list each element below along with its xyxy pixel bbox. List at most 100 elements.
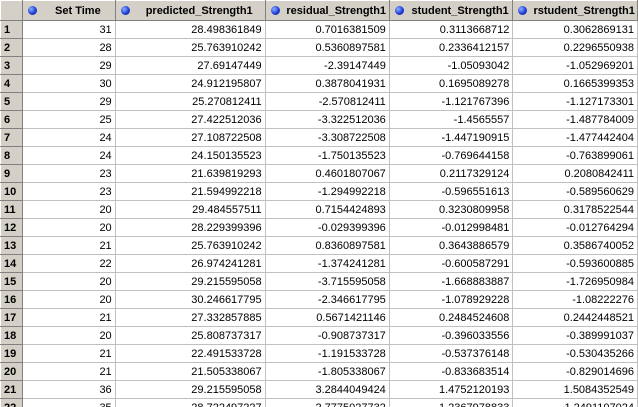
row-number[interactable]: 7: [0, 128, 24, 147]
table-cell[interactable]: 20: [22, 326, 116, 345]
table-row[interactable]: 11 20 29.484557511 0.7154424893 0.3230809958…: [0, 200, 638, 219]
table-cell[interactable]: 20: [22, 272, 116, 291]
row-number[interactable]: 22: [0, 398, 24, 407]
table-row[interactable]: 13 21 25.763910242 0.8360897581 0.3643886579…: [0, 236, 638, 255]
table-cell[interactable]: 0.2336412157: [389, 38, 514, 57]
table-cell[interactable]: -0.389991037: [512, 326, 638, 345]
table-cell[interactable]: 30: [22, 74, 116, 93]
table-row[interactable]: 12 20 28.229399396 -0.029399396 -0.012998481…: [0, 218, 638, 237]
table-cell[interactable]: -1.668883887: [389, 272, 514, 291]
table-cell[interactable]: -3.308722508: [265, 128, 390, 147]
table-cell[interactable]: 2.7775027732: [265, 398, 390, 407]
row-number[interactable]: 6: [0, 110, 24, 129]
table-cell[interactable]: 29.215595058: [115, 380, 266, 399]
table-row[interactable]: 9 23 21.639819293 0.4601807067 0.2117329124 0…: [0, 164, 638, 183]
table-cell[interactable]: -1.487784009: [512, 110, 638, 129]
table-cell[interactable]: -1.191533728: [265, 344, 390, 363]
table-cell[interactable]: -2.570812411: [265, 92, 390, 111]
table-cell[interactable]: 0.7154424893: [265, 200, 390, 219]
table-cell[interactable]: -0.596551613: [389, 182, 514, 201]
table-cell[interactable]: -3.322512036: [265, 110, 390, 129]
table-cell[interactable]: 21: [22, 308, 116, 327]
row-number[interactable]: 11: [0, 200, 24, 219]
table-cell[interactable]: 0.5671421146: [265, 308, 390, 327]
table-cell[interactable]: 0.2484524608: [389, 308, 514, 327]
row-number[interactable]: 3: [0, 56, 24, 75]
row-number[interactable]: 8: [0, 146, 24, 165]
row-number[interactable]: 14: [0, 254, 24, 273]
table-row[interactable]: 10 23 21.594992218 -1.294992218 -0.596551613…: [0, 182, 638, 201]
table-cell[interactable]: 28.229399396: [115, 218, 266, 237]
table-cell[interactable]: 21: [22, 236, 116, 255]
table-cell[interactable]: 0.3230809958: [389, 200, 514, 219]
table-cell[interactable]: 20: [22, 218, 116, 237]
table-cell[interactable]: -2.346617795: [265, 290, 390, 309]
table-cell[interactable]: 3.2844049424: [265, 380, 390, 399]
table-cell[interactable]: 1.5084352549: [512, 380, 638, 399]
table-cell[interactable]: -0.769644158: [389, 146, 514, 165]
row-number[interactable]: 1: [0, 20, 24, 39]
table-cell[interactable]: 36: [22, 380, 116, 399]
table-cell[interactable]: 27.69147449: [115, 56, 266, 75]
row-number[interactable]: 15: [0, 272, 24, 291]
table-cell[interactable]: 1.2367978833: [389, 398, 514, 407]
corner-cell[interactable]: [0, 0, 24, 21]
row-number[interactable]: 16: [0, 290, 24, 309]
table-row[interactable]: 21 36 29.215595058 3.2844049424 1.4752120193…: [0, 380, 638, 399]
table-cell[interactable]: -1.477442404: [512, 128, 638, 147]
table-cell[interactable]: 1.2491107024: [512, 398, 638, 407]
table-cell[interactable]: 0.5360897581: [265, 38, 390, 57]
table-cell[interactable]: -1.052969201: [512, 56, 638, 75]
table-cell[interactable]: 0.2442448521: [512, 308, 638, 327]
table-cell[interactable]: -0.537376148: [389, 344, 514, 363]
table-cell[interactable]: -0.012998481: [389, 218, 514, 237]
table-cell[interactable]: -1.805338067: [265, 362, 390, 381]
row-number[interactable]: 19: [0, 344, 24, 363]
table-row[interactable]: 7 24 27.108722508 -3.308722508 -1.447190915-…: [0, 128, 638, 147]
table-cell[interactable]: 0.3113668712: [389, 20, 514, 39]
table-cell[interactable]: 25.763910242: [115, 38, 266, 57]
table-row[interactable]: 4 30 24.912195807 0.3878041931 0.1695089278 0…: [0, 74, 638, 93]
table-row[interactable]: 8 24 24.150135523 -1.750135523 -0.769644158-…: [0, 146, 638, 165]
table-cell[interactable]: 21.594992218: [115, 182, 266, 201]
row-number[interactable]: 17: [0, 308, 24, 327]
table-row[interactable]: 15 20 29.215595058 -3.715595058 -1.668883887…: [0, 272, 638, 291]
table-row[interactable]: 1 31 28.498361849 0.7016381509 0.3113668712 0…: [0, 20, 638, 39]
table-cell[interactable]: -1.127173301: [512, 92, 638, 111]
table-cell[interactable]: 29: [22, 56, 116, 75]
table-row[interactable]: 17 21 27.332857885 0.5671421146 0.2484524608…: [0, 308, 638, 327]
table-cell[interactable]: 0.7016381509: [265, 20, 390, 39]
table-cell[interactable]: -0.593600885: [512, 254, 638, 273]
table-cell[interactable]: 0.3878041931: [265, 74, 390, 93]
table-cell[interactable]: 27.422512036: [115, 110, 266, 129]
table-cell[interactable]: 29: [22, 92, 116, 111]
table-cell[interactable]: 20: [22, 200, 116, 219]
table-cell[interactable]: 21: [22, 344, 116, 363]
table-cell[interactable]: -0.530435266: [512, 344, 638, 363]
table-row[interactable]: 18 20 25.808737317 -0.908737317 -0.396033556…: [0, 326, 638, 345]
column-header-set-time[interactable]: Set Time: [22, 0, 116, 21]
table-cell[interactable]: 20: [22, 290, 116, 309]
row-number[interactable]: 10: [0, 182, 24, 201]
table-cell[interactable]: -0.012764294: [512, 218, 638, 237]
table-row[interactable]: 6 25 27.422512036 -3.322512036 -1.4565557 -1.…: [0, 110, 638, 129]
table-row[interactable]: 19 21 22.491533728 -1.191533728 -0.537376148…: [0, 344, 638, 363]
table-cell[interactable]: 24: [22, 146, 116, 165]
column-header-rstudent-strength1[interactable]: rstudent_Strength1: [512, 0, 638, 21]
table-cell[interactable]: 23: [22, 164, 116, 183]
table-cell[interactable]: 25.763910242: [115, 236, 266, 255]
table-row[interactable]: 223528.7224972272.77750277321.2367978833…: [0, 398, 638, 407]
table-cell[interactable]: -0.029399396: [265, 218, 390, 237]
table-cell[interactable]: 31: [22, 20, 116, 39]
table-cell[interactable]: 25.270812411: [115, 92, 266, 111]
table-cell[interactable]: 0.3586740052: [512, 236, 638, 255]
row-number[interactable]: 21: [0, 380, 24, 399]
table-cell[interactable]: -0.829014696: [512, 362, 638, 381]
table-row[interactable]: 14 22 26.974241281 -1.374241281 -0.600587291…: [0, 254, 638, 273]
table-row[interactable]: 16 20 30.246617795 -2.346617795 -1.078929228…: [0, 290, 638, 309]
table-cell[interactable]: -2.39147449: [265, 56, 390, 75]
column-header-residual-strength1[interactable]: residual_Strength1: [264, 0, 390, 21]
table-cell[interactable]: 1.4752120193: [389, 380, 514, 399]
row-number[interactable]: 9: [0, 164, 24, 183]
